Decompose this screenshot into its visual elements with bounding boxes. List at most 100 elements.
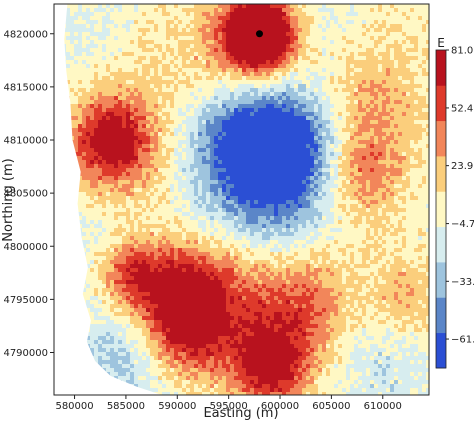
heatmap-cell	[194, 160, 199, 165]
heatmap-cell	[342, 140, 347, 145]
heatmap-cell	[318, 112, 323, 117]
heatmap-cell	[246, 192, 251, 197]
heatmap-cell	[174, 140, 179, 145]
heatmap-cell	[242, 140, 247, 145]
heatmap-cell	[362, 72, 367, 77]
heatmap-cell	[338, 116, 343, 121]
heatmap-cell	[246, 144, 251, 149]
heatmap-cell	[246, 40, 251, 45]
heatmap-cell	[154, 132, 159, 137]
heatmap-cell	[238, 172, 243, 177]
heatmap-cell	[334, 100, 339, 105]
heatmap-cell	[314, 156, 319, 161]
heatmap-cell	[334, 212, 339, 217]
heatmap-cell	[354, 196, 359, 201]
heatmap-cell	[226, 40, 231, 45]
heatmap-cell	[326, 88, 331, 93]
heatmap-cell	[166, 136, 171, 141]
heatmap-cell	[270, 40, 275, 45]
heatmap-cell	[150, 172, 155, 177]
heatmap-cell	[106, 140, 111, 145]
heatmap-cell	[270, 180, 275, 185]
heatmap-cell	[234, 208, 239, 213]
heatmap-cell	[166, 48, 171, 53]
heatmap-cell	[126, 212, 131, 217]
heatmap-cell	[374, 28, 379, 33]
heatmap-cell	[270, 132, 275, 137]
heatmap-cell	[390, 188, 395, 193]
heatmap-cell	[302, 12, 307, 17]
heatmap-cell	[258, 84, 263, 89]
heatmap-cell	[266, 92, 271, 97]
heatmap-cell	[102, 28, 107, 33]
heatmap-cell	[230, 196, 235, 201]
heatmap-cell	[366, 80, 371, 85]
heatmap-cell	[170, 156, 175, 161]
heatmap-cell	[158, 20, 163, 25]
heatmap-cell	[182, 200, 187, 205]
heatmap-cell	[270, 36, 275, 41]
heatmap-cell	[162, 56, 167, 61]
heatmap-cell	[206, 164, 211, 169]
heatmap-cell	[82, 132, 87, 137]
heatmap-cell	[174, 28, 179, 33]
heatmap-cell	[158, 76, 163, 81]
heatmap-cell	[298, 96, 303, 101]
heatmap-cell	[166, 56, 171, 61]
heatmap-cell	[118, 104, 123, 109]
heatmap-cell	[402, 200, 407, 205]
heatmap-cell	[274, 52, 279, 57]
heatmap-cell	[230, 116, 235, 121]
heatmap-cell	[138, 68, 143, 73]
heatmap-cell	[322, 184, 327, 189]
heatmap-cell	[238, 12, 243, 17]
heatmap-cell	[366, 56, 371, 61]
heatmap-cell	[202, 20, 207, 25]
heatmap-cell	[150, 204, 155, 209]
heatmap-cell	[250, 60, 255, 65]
heatmap-cell	[338, 88, 343, 93]
heatmap-cell	[134, 56, 139, 61]
heatmap-cell	[142, 32, 147, 37]
heatmap-cell	[274, 80, 279, 85]
heatmap-cell	[410, 72, 415, 77]
heatmap-cell	[158, 4, 163, 9]
heatmap-cell	[402, 164, 407, 169]
heatmap-cell	[114, 92, 119, 97]
heatmap-cell	[330, 8, 335, 13]
heatmap-cell	[282, 192, 287, 197]
heatmap-cell	[306, 184, 311, 189]
heatmap-cell	[354, 40, 359, 45]
heatmap-cell	[86, 32, 91, 37]
heatmap-cell	[190, 108, 195, 113]
heatmap-cell	[234, 136, 239, 141]
heatmap-cell	[358, 36, 363, 41]
heatmap-cell	[362, 60, 367, 65]
heatmap-cell	[226, 188, 231, 193]
heatmap-cell	[74, 128, 79, 133]
heatmap-cell	[266, 24, 271, 29]
heatmap-cell	[338, 140, 343, 145]
heatmap-cell	[182, 12, 187, 17]
heatmap-cell	[310, 4, 315, 9]
heatmap-cell	[214, 84, 219, 89]
heatmap-cell	[350, 44, 355, 49]
heatmap-cell	[386, 60, 391, 65]
heatmap-cell	[214, 188, 219, 193]
heatmap-cell	[258, 48, 263, 53]
heatmap-cell	[374, 160, 379, 165]
heatmap-cell	[414, 120, 419, 125]
heatmap-cell	[318, 160, 323, 165]
heatmap-cell	[162, 188, 167, 193]
heatmap-cell	[370, 204, 375, 209]
heatmap-cell	[230, 132, 235, 137]
heatmap-cell	[110, 144, 115, 149]
heatmap-cell	[338, 68, 343, 73]
heatmap-cell	[134, 180, 139, 185]
heatmap-cell	[314, 24, 319, 29]
heatmap-cell	[410, 120, 415, 125]
heatmap-cell	[342, 4, 347, 9]
heatmap-cell	[346, 12, 351, 17]
heatmap-cell	[370, 100, 375, 105]
heatmap-cell	[186, 84, 191, 89]
